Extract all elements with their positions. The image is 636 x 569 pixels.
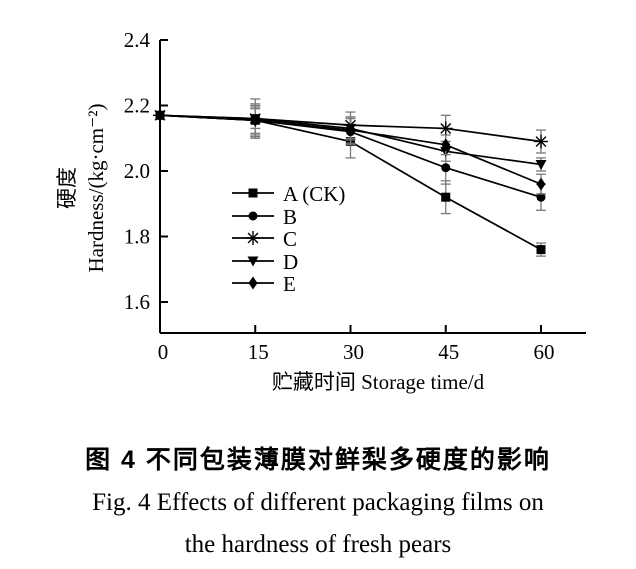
triangle-down-marker-icon bbox=[247, 256, 259, 267]
square-marker-icon bbox=[248, 188, 258, 198]
square-marker-icon bbox=[536, 245, 546, 255]
y-axis-label-zh: 硬度 bbox=[55, 167, 79, 209]
legend-label-e: E bbox=[283, 272, 296, 296]
diamond-marker-icon bbox=[155, 108, 165, 122]
legend-label-b: B bbox=[283, 205, 297, 229]
circle-marker-icon bbox=[536, 192, 546, 202]
diamond-marker-icon bbox=[346, 123, 355, 137]
diamond-marker-icon bbox=[248, 276, 258, 290]
diamond-marker-icon bbox=[250, 113, 260, 127]
x-tick-label: 15 bbox=[248, 340, 269, 364]
circle-marker-icon bbox=[248, 211, 258, 221]
y-tick-label: 1.8 bbox=[124, 225, 150, 249]
y-tick-label: 2.2 bbox=[124, 94, 150, 118]
x-tick-label: 0 bbox=[158, 340, 169, 364]
y-axis-label-en: Hardness/(kg·cm⁻²) bbox=[84, 103, 108, 272]
caption-english-line1: Fig. 4 Effects of different packaging fi… bbox=[92, 489, 544, 516]
y-tick-label: 1.6 bbox=[124, 290, 150, 314]
series-e bbox=[155, 104, 546, 195]
caption-chinese: 图 4 不同包装薄膜对鲜梨多硬度的影响 bbox=[85, 446, 551, 474]
circle-marker-icon bbox=[441, 163, 451, 173]
y-tick-label: 2.4 bbox=[124, 28, 151, 52]
square-marker-icon bbox=[441, 192, 451, 202]
axes: 1.6 1.8 2.0 2.2 2.4 0 15 30 45 60 bbox=[124, 28, 586, 364]
legend-label-a-ck: A (CK) bbox=[283, 182, 345, 206]
asterisk-marker-icon bbox=[534, 134, 548, 149]
x-tick-label: 30 bbox=[343, 340, 364, 364]
x-tick-label: 45 bbox=[438, 340, 459, 364]
caption-english-line2: the hardness of fresh pears bbox=[184, 531, 452, 558]
diamond-marker-icon bbox=[536, 177, 546, 191]
asterisk-marker-icon bbox=[246, 231, 260, 245]
hardness-line-chart: 1.6 1.8 2.0 2.2 2.4 0 15 30 45 60 硬度 Hardness/(kg·c… bbox=[55, 28, 586, 394]
legend-label-d: D bbox=[283, 250, 298, 274]
x-tick-label: 60 bbox=[534, 340, 555, 364]
diamond-marker-icon bbox=[441, 138, 451, 152]
triangle-down-marker-icon bbox=[535, 159, 547, 170]
x-axis-label: 贮藏时间 Storage time/d bbox=[272, 370, 485, 394]
legend-label-c: C bbox=[283, 227, 297, 251]
y-tick-label: 2.0 bbox=[124, 159, 150, 183]
asterisk-marker-icon bbox=[438, 121, 453, 136]
